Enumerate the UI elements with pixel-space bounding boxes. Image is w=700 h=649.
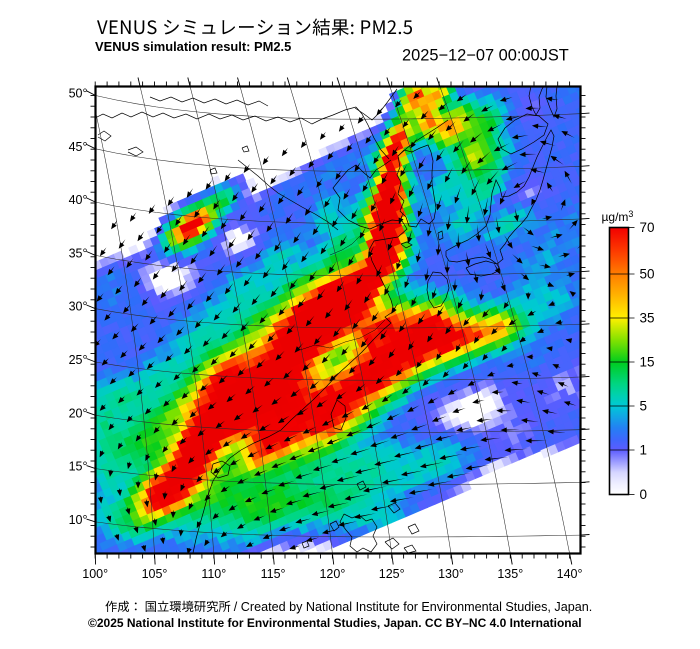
svg-text:105°: 105° [142,567,168,581]
svg-text:140°: 140° [557,567,583,581]
svg-text:µg/m3: µg/m3 [602,209,634,224]
svg-text:©2025 National Institute for E: ©2025 National Institute for Environment… [88,616,582,630]
svg-text:35°: 35° [69,246,88,260]
svg-text:30°: 30° [69,300,88,314]
svg-text:50: 50 [640,267,655,282]
svg-text:50°: 50° [69,87,88,101]
svg-text:10°: 10° [69,513,88,527]
svg-text:100°: 100° [82,567,108,581]
svg-text:40°: 40° [69,193,88,207]
svg-text:115°: 115° [261,567,286,581]
svg-text:20°: 20° [69,406,88,420]
svg-text:120°: 120° [319,567,345,581]
svg-text:/ Created by National Institut: / Created by National Institute for Envi… [234,600,592,614]
svg-text:35: 35 [640,311,655,326]
svg-text:125°: 125° [379,567,405,581]
svg-text:0: 0 [640,487,648,502]
svg-text:1: 1 [640,443,648,458]
svg-text:135°: 135° [497,567,523,581]
svg-text:2025−12−07 00:00JST: 2025−12−07 00:00JST [402,47,569,65]
svg-text:15: 15 [640,355,655,370]
svg-text:110°: 110° [201,567,226,581]
svg-text:5: 5 [640,399,648,414]
svg-text:45°: 45° [69,140,88,154]
svg-text:VENUS simulation result: PM2.5: VENUS simulation result: PM2.5 [95,39,291,54]
svg-text:130°: 130° [438,567,464,581]
svg-text:70: 70 [640,220,655,235]
svg-text:25°: 25° [69,353,88,367]
svg-text:15°: 15° [69,460,88,474]
